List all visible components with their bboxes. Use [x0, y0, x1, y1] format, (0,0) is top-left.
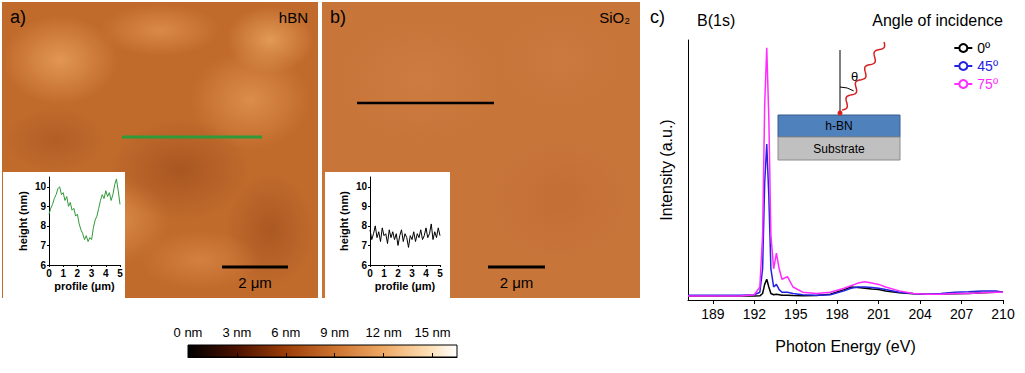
svg-text:Angle of incidence: Angle of incidence — [872, 12, 1003, 29]
svg-text:6 nm: 6 nm — [271, 325, 300, 340]
svg-text:10: 10 — [35, 181, 47, 192]
svg-text:θ: θ — [851, 69, 858, 84]
svg-text:Substrate: Substrate — [813, 142, 865, 156]
svg-text:6: 6 — [40, 259, 46, 271]
svg-text:2: 2 — [75, 268, 81, 279]
svg-text:0: 0 — [46, 268, 52, 279]
svg-text:9: 9 — [40, 201, 46, 212]
svg-text:height (nm): height (nm) — [17, 191, 29, 251]
svg-text:192: 192 — [743, 306, 767, 322]
svg-text:a): a) — [10, 7, 26, 27]
svg-text:8: 8 — [361, 220, 367, 231]
svg-text:height (nm): height (nm) — [338, 191, 350, 251]
svg-text:c): c) — [650, 7, 665, 27]
svg-text:Photon Energy (eV): Photon Energy (eV) — [775, 338, 916, 355]
svg-text:210: 210 — [991, 306, 1015, 322]
svg-text:189: 189 — [701, 306, 725, 322]
svg-text:h-BN: h-BN — [825, 119, 852, 133]
svg-text:7: 7 — [361, 240, 367, 251]
svg-text:0 nm: 0 nm — [174, 325, 203, 340]
svg-text:5: 5 — [437, 268, 443, 279]
svg-text:3: 3 — [409, 268, 415, 279]
svg-text:1: 1 — [60, 268, 66, 279]
svg-text:SiO₂: SiO₂ — [599, 9, 630, 26]
svg-text:B(1s): B(1s) — [697, 12, 735, 29]
svg-text:12 nm: 12 nm — [366, 325, 402, 340]
svg-text:4: 4 — [103, 268, 109, 279]
svg-text:profile (μm): profile (μm) — [54, 280, 115, 292]
svg-text:5: 5 — [117, 268, 123, 279]
svg-text:75º: 75º — [977, 76, 998, 92]
svg-text:b): b) — [330, 7, 346, 27]
svg-text:4: 4 — [423, 268, 429, 279]
svg-text:201: 201 — [867, 306, 891, 322]
svg-text:9: 9 — [361, 201, 367, 212]
svg-text:9 nm: 9 nm — [320, 325, 349, 340]
svg-text:1: 1 — [381, 268, 387, 279]
svg-text:6: 6 — [361, 259, 367, 271]
svg-text:204: 204 — [908, 306, 932, 322]
svg-text:0: 0 — [367, 268, 373, 279]
svg-text:3: 3 — [89, 268, 95, 279]
svg-text:207: 207 — [950, 306, 974, 322]
svg-text:Intensity (a.u.): Intensity (a.u.) — [658, 119, 675, 220]
svg-text:7: 7 — [40, 240, 46, 251]
svg-text:8: 8 — [40, 220, 46, 231]
svg-text:195: 195 — [784, 306, 808, 322]
svg-text:15 nm: 15 nm — [414, 325, 450, 340]
svg-text:2: 2 — [395, 268, 401, 279]
svg-text:hBN: hBN — [279, 9, 308, 26]
svg-text:profile (μm): profile (μm) — [375, 280, 436, 292]
svg-text:198: 198 — [826, 306, 850, 322]
svg-text:45º: 45º — [977, 58, 998, 74]
svg-text:0º: 0º — [977, 40, 990, 56]
svg-text:2 μm: 2 μm — [500, 274, 534, 291]
svg-text:10: 10 — [356, 181, 368, 192]
svg-text:2 μm: 2 μm — [238, 274, 272, 291]
svg-text:3 nm: 3 nm — [222, 325, 251, 340]
